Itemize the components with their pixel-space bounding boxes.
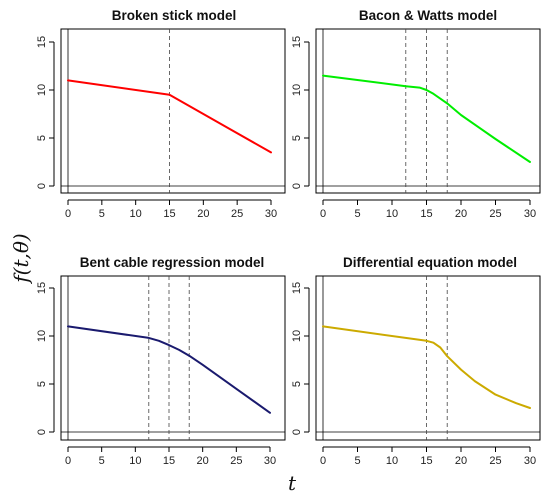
series-line	[67, 79, 272, 154]
plot-frame	[315, 275, 541, 441]
x-tick-label: 15	[420, 455, 432, 467]
panel-4: Differential equation model 0 5 10 15 20 25 30 0…	[291, 255, 541, 467]
y-tick-label: 0	[291, 429, 303, 435]
series-line	[322, 325, 531, 409]
y-tick-label: 15	[291, 282, 303, 294]
plot-frame	[60, 275, 286, 441]
x-tick-label: 15	[420, 208, 432, 220]
x-tick-label: 0	[320, 208, 326, 220]
plot-frame	[60, 28, 286, 194]
x-tick-label: 0	[65, 208, 71, 220]
y-tick-label: 5	[36, 381, 48, 387]
y-tick-label: 15	[36, 282, 48, 294]
x-tick-label: 5	[99, 455, 105, 467]
x-tick-label: 25	[489, 455, 501, 467]
x-tick-label: 15	[163, 208, 175, 220]
y-tick-label: 10	[36, 84, 48, 96]
x-tick-label: 5	[354, 455, 360, 467]
panel-1: Broken stick model 0 5 10 15 20 25 30 0 5 10 15	[36, 8, 286, 220]
y-tick-label: 15	[36, 36, 48, 48]
figure-y-label: f(t,θ)	[9, 233, 33, 284]
y-tick-label: 5	[36, 135, 48, 141]
x-tick-label: 10	[386, 455, 398, 467]
x-tick-label: 5	[99, 208, 105, 220]
x-tick-label: 0	[320, 455, 326, 467]
x-tick-label: 10	[386, 208, 398, 220]
x-tick-label: 20	[197, 208, 209, 220]
x-tick-label: 30	[264, 455, 276, 467]
x-tick-label: 25	[231, 208, 243, 220]
x-tick-label: 30	[524, 455, 536, 467]
y-tick-label: 0	[36, 429, 48, 435]
y-tick-label: 5	[291, 381, 303, 387]
x-tick-label: 15	[163, 455, 175, 467]
x-tick-label: 0	[65, 455, 71, 467]
y-tick-label: 10	[291, 330, 303, 342]
y-tick-label: 5	[291, 135, 303, 141]
x-tick-label: 10	[130, 208, 142, 220]
y-tick-label: 10	[36, 330, 48, 342]
series-line	[322, 74, 531, 163]
series-line	[67, 325, 271, 414]
x-tick-label: 20	[455, 208, 467, 220]
panel-title: Broken stick model	[112, 8, 237, 23]
x-tick-label: 5	[354, 208, 360, 220]
x-tick-label: 20	[197, 455, 209, 467]
x-tick-label: 25	[489, 208, 501, 220]
x-tick-label: 25	[230, 455, 242, 467]
panel-title: Bent cable regression model	[80, 255, 265, 270]
y-tick-label: 10	[291, 84, 303, 96]
x-tick-label: 30	[524, 208, 536, 220]
x-tick-label: 20	[455, 455, 467, 467]
y-tick-label: 0	[291, 183, 303, 189]
panel-3: Bent cable regression model 0 5 10 15 20 25 30 0…	[36, 255, 286, 467]
panel-2: Bacon & Watts model 0 5 10 15 20 25 30 0 5 10 15	[291, 8, 541, 220]
plot-frame	[315, 28, 541, 194]
x-tick-label: 10	[129, 455, 141, 467]
panel-title: Bacon & Watts model	[359, 8, 497, 23]
x-tick-label: 30	[265, 208, 277, 220]
y-tick-label: 15	[291, 36, 303, 48]
y-tick-label: 0	[36, 183, 48, 189]
panel-title: Differential equation model	[343, 255, 517, 270]
figure-x-label: t	[288, 471, 297, 495]
